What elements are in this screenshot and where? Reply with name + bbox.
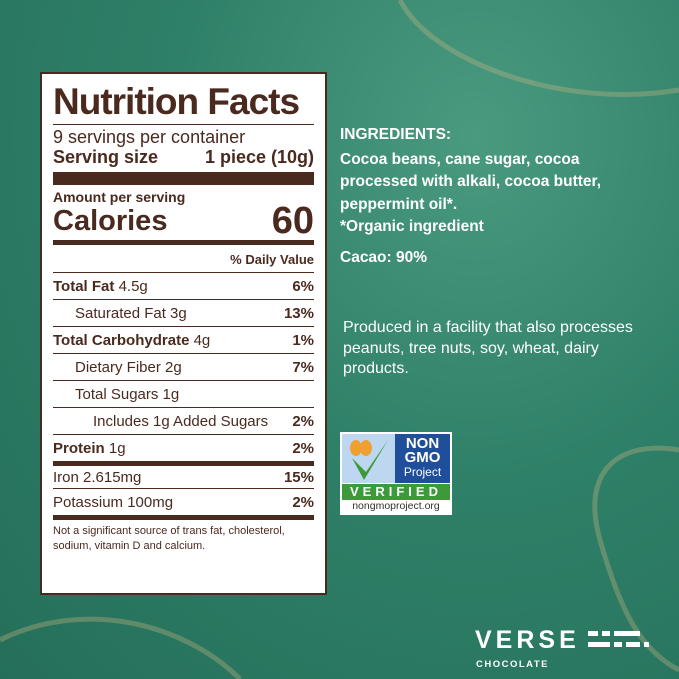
badge-url: nongmoproject.org: [352, 500, 440, 512]
nutrient-row: Includes 1g Added Sugars 2%: [53, 407, 314, 434]
badge-non: NON: [405, 435, 440, 452]
nutrient-dv: 1%: [292, 331, 314, 349]
badge-project: Project: [403, 465, 442, 479]
badge-gmo: GMO: [404, 449, 441, 466]
calories-value: 60: [271, 200, 314, 242]
nutrient-name: Dietary Fiber 2g: [75, 358, 182, 376]
amount-per-serving: Amount per serving: [53, 189, 186, 205]
nutrient-dv: 2%: [292, 412, 314, 430]
nutrient-name: Total Sugars 1g: [75, 385, 180, 403]
nutrient-name: Total Carbohydrate 4g: [53, 331, 211, 349]
nutrient-dv: 13%: [283, 304, 314, 322]
ingredients: INGREDIENTS: Cocoa beans, cane sugar, co…: [340, 124, 640, 269]
nutrient-row: Potassium 100mg 2%: [53, 488, 314, 515]
nutrient-rows: Total Fat 4.5g 6% Saturated Fat 3g 13% Tota…: [53, 272, 314, 515]
serving-size-value: 1 piece (10g): [204, 147, 314, 167]
daily-value-header: % Daily Value: [230, 252, 314, 267]
nutrient-dv: 2%: [292, 439, 314, 457]
servings-per-container: 9 servings per container: [53, 127, 246, 147]
nutrient-dv: 2%: [292, 493, 314, 511]
brand-sub: CHOCOLATE: [476, 659, 549, 670]
nutrient-row: Iron 2.615mg 15%: [53, 461, 314, 488]
nutrient-name: Potassium 100mg: [53, 493, 174, 511]
nutrient-row: Dietary Fiber 2g 7%: [53, 353, 314, 380]
nutrient-name: Protein 1g: [53, 439, 126, 457]
non-gmo-badge: NON GMO Project VERIFIED nongmoproject.o…: [340, 432, 452, 515]
brand-name: VERSE: [475, 626, 580, 654]
serving-size: Serving size 1 piece (10g): [53, 147, 314, 167]
nutrient-row: Saturated Fat 3g 13%: [53, 299, 314, 326]
organic-note: *Organic ingredient: [340, 218, 484, 235]
nutrient-row: Total Fat 4.5g 6%: [53, 272, 314, 299]
badge-verified: VERIFIED: [342, 484, 450, 500]
nutrient-row: Total Sugars 1g: [53, 380, 314, 407]
nutrient-row: Total Carbohydrate 4g 1%: [53, 326, 314, 353]
ingredients-text: Cocoa beans, cane sugar, cocoa processed…: [340, 150, 602, 213]
badge-text-block: NON GMO Project: [395, 434, 450, 483]
footnote: Not a significant source of trans fat, c…: [53, 525, 285, 552]
calories: Calories 60: [53, 200, 314, 242]
background-swirl: [0, 616, 242, 679]
cacao-percent: Cacao: 90%: [340, 248, 428, 266]
brand-mark-icon: [588, 631, 652, 654]
nutrient-name: Includes 1g Added Sugars: [93, 412, 269, 430]
nutrient-dv: 15%: [283, 468, 314, 486]
nutrient-dv: 7%: [292, 358, 314, 376]
nutrient-dv: 6%: [292, 277, 314, 295]
nutrient-row: Protein 1g 2%: [53, 434, 314, 461]
butterfly-check-icon: [342, 434, 395, 483]
nutrient-name: Saturated Fat 3g: [75, 304, 187, 322]
serving-size-label: Serving size: [53, 147, 159, 167]
nutrition-facts-label: Nutrition Facts 9 servings per container…: [40, 72, 327, 595]
allergen-statement: Produced in a facility that also process…: [343, 319, 633, 377]
nutrient-name: Iron 2.615mg: [53, 468, 142, 486]
ingredients-heading: INGREDIENTS:: [340, 126, 452, 143]
calories-label: Calories: [53, 205, 168, 237]
background-swirl: [397, 0, 679, 97]
label-title: Nutrition Facts: [53, 81, 300, 122]
nutrient-name: Total Fat 4.5g: [53, 277, 148, 295]
